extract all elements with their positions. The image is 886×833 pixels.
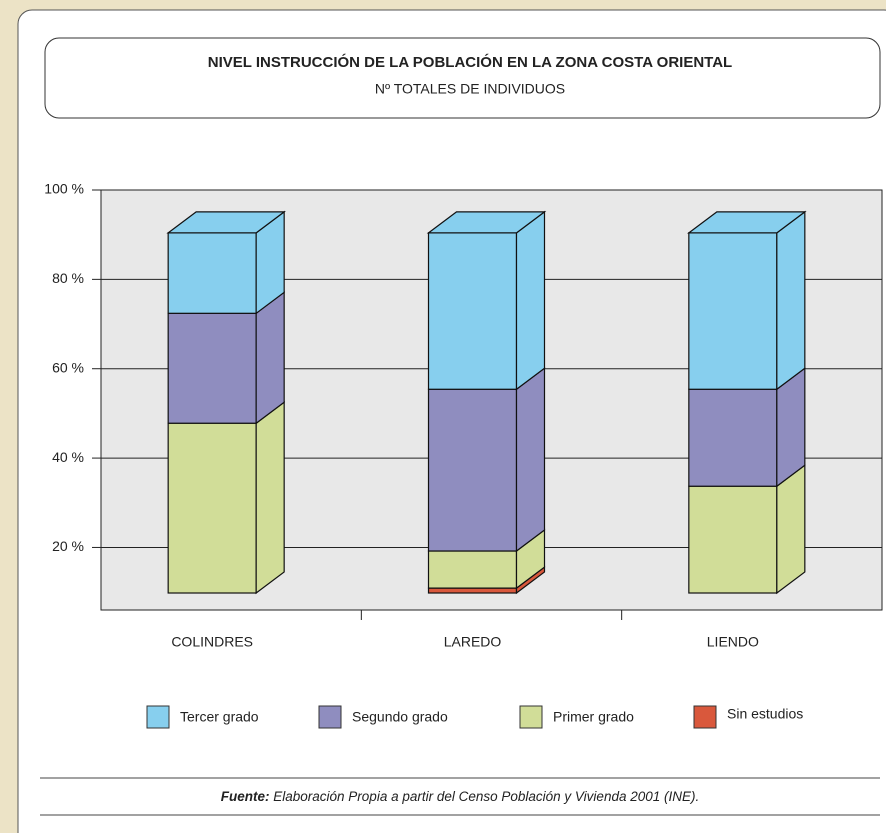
bar-front — [427, 232, 518, 390]
legend-swatch — [693, 705, 717, 729]
bar-side — [515, 367, 546, 553]
legend-label: Segundo grado — [352, 709, 448, 725]
bar-top — [166, 211, 286, 234]
bar-front — [427, 587, 518, 594]
bar-side — [515, 210, 546, 391]
bar-front — [688, 388, 778, 487]
x-tick-label: LIENDO — [707, 634, 759, 650]
bar-segment — [427, 367, 546, 553]
x-tick-label: COLINDRES — [171, 634, 253, 650]
legend-label: Primer grado — [553, 709, 634, 725]
chart-subtitle: Nº TOTALES DE INDIVIDUOS — [375, 81, 565, 97]
y-tick-label: 80 % — [52, 270, 84, 286]
bar-front — [427, 550, 518, 589]
bar-segment — [426, 210, 547, 391]
bar-segment — [166, 210, 286, 315]
y-tick-label: 40 % — [52, 449, 84, 465]
bar-front — [688, 485, 778, 594]
source-text: Elaboración Propia a partir del Censo Po… — [270, 789, 700, 804]
legend-swatch — [519, 705, 543, 729]
y-tick-label: 60 % — [52, 359, 84, 375]
bar-segment — [687, 210, 807, 391]
bar-top — [426, 211, 547, 234]
legend-label: Tercer grado — [180, 709, 259, 725]
bar-top — [687, 211, 807, 234]
legend-swatch — [318, 705, 342, 729]
y-tick-label: 100 % — [44, 181, 84, 197]
bar-side — [776, 464, 806, 595]
bar-front — [427, 388, 518, 552]
bar-front — [688, 232, 778, 390]
x-tick-label: LAREDO — [444, 634, 502, 650]
bar-segment — [167, 401, 285, 595]
y-tick-label: 20 % — [52, 538, 84, 554]
legend-label: Sin estudios — [727, 706, 803, 722]
title-box — [44, 37, 881, 119]
bar-front — [167, 232, 257, 314]
chart-title: NIVEL INSTRUCCIÓN DE LA POBLACIÓN EN LA … — [208, 53, 732, 71]
bar-front — [167, 422, 257, 594]
bar-side — [255, 401, 285, 595]
bar-side — [776, 210, 806, 391]
bar-segment — [167, 291, 285, 425]
legend-swatch — [146, 705, 170, 729]
bar-side — [255, 291, 285, 425]
bar-segment — [688, 464, 806, 595]
bar-segment — [427, 528, 546, 590]
source-label: Fuente: — [221, 789, 270, 804]
bar-front — [167, 312, 257, 424]
source: Fuente: Elaboración Propia a partir del … — [221, 789, 700, 804]
bar-segment — [688, 367, 806, 488]
